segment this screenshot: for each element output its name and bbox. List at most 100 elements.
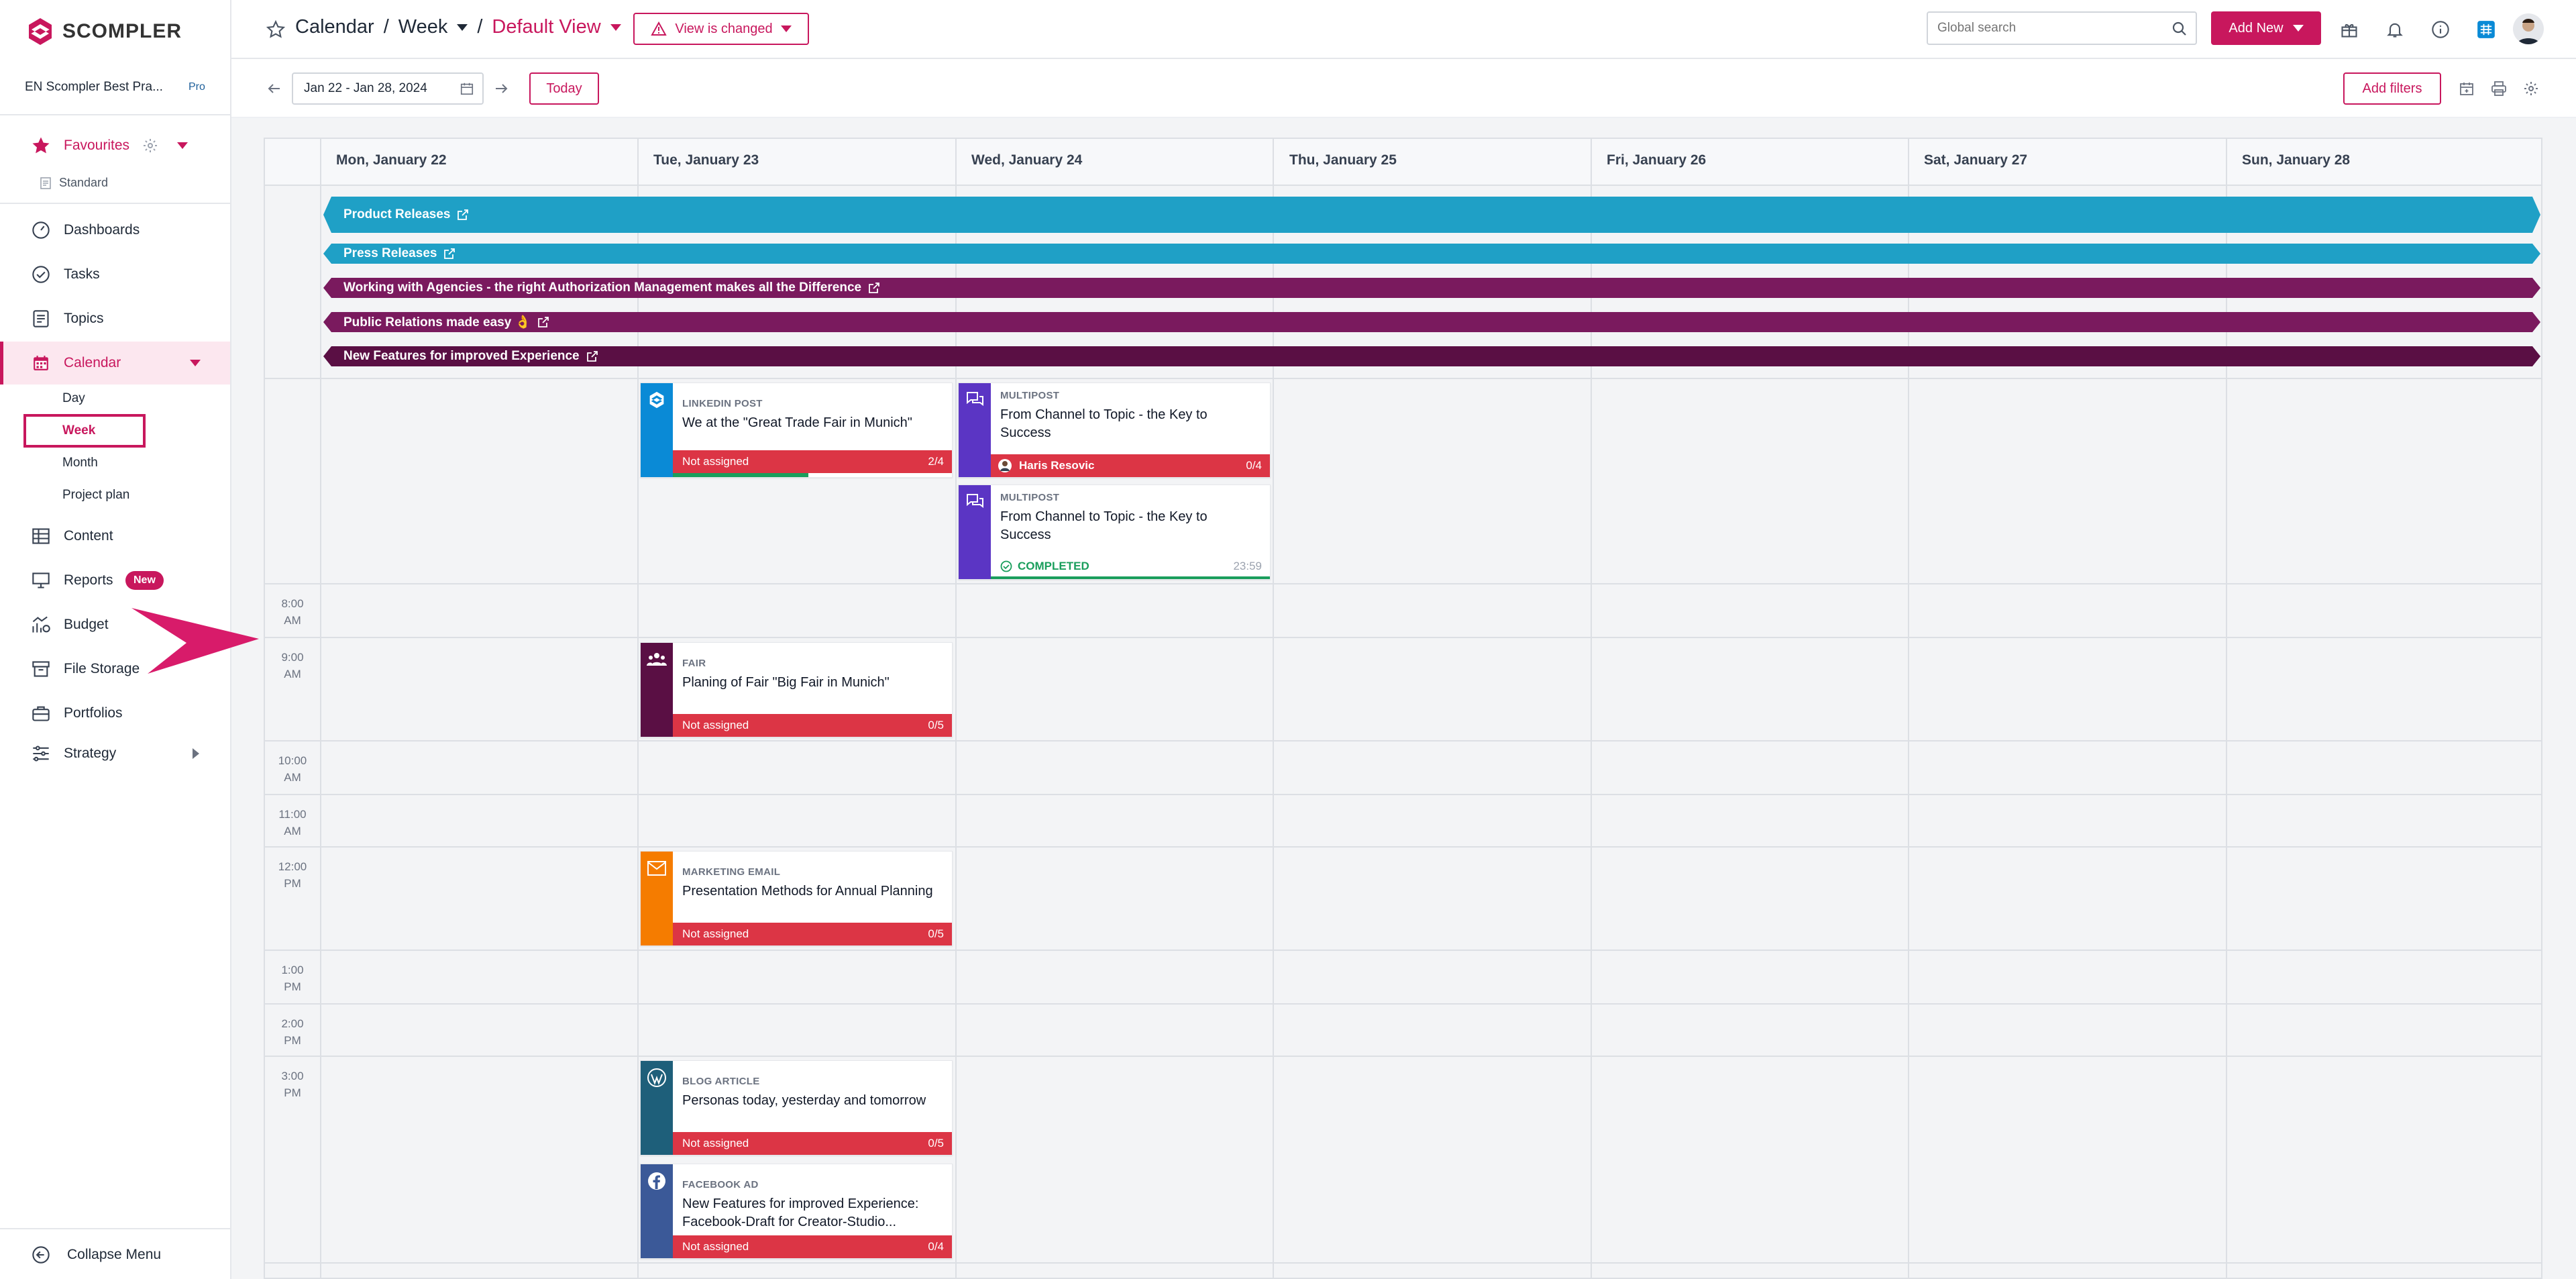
- date-range-picker[interactable]: Jan 22 - Jan 28, 2024: [292, 72, 484, 105]
- caret-down-icon: [2292, 25, 2304, 32]
- search-icon[interactable]: [2171, 21, 2188, 37]
- add-new-button[interactable]: Add New: [2211, 11, 2321, 45]
- sidebar-item-label: Content: [64, 528, 113, 544]
- arrow-right-icon[interactable]: [492, 79, 511, 98]
- divider: [0, 114, 230, 115]
- sidebar-item-dashboards[interactable]: Dashboards: [0, 209, 230, 252]
- day-header-tue[interactable]: Tue, January 23: [653, 152, 759, 168]
- event-card-marketing-email[interactable]: MARKETING EMAIL Presentation Methods for…: [640, 851, 953, 946]
- info-icon[interactable]: [2429, 18, 2452, 41]
- sidebar-item-standard[interactable]: Standard: [40, 176, 108, 190]
- event-title: New Features for improved Experience: Fa…: [682, 1196, 919, 1229]
- day-header-sun[interactable]: Sun, January 28: [2242, 152, 2351, 168]
- event-title: From Channel to Topic - the Key to Succe…: [1000, 509, 1208, 542]
- sidebar-item-strategy[interactable]: Strategy: [0, 732, 230, 775]
- sidebar-subitem-month[interactable]: Month: [62, 456, 98, 470]
- gear-icon[interactable]: [142, 137, 159, 154]
- divider: [0, 1228, 230, 1229]
- star-outline-icon[interactable]: [266, 19, 286, 40]
- gear-icon[interactable]: [2522, 79, 2540, 98]
- wordpress-icon: [647, 1068, 667, 1088]
- gift-icon[interactable]: [2338, 18, 2361, 41]
- event-title: From Channel to Topic - the Key to Succe…: [1000, 407, 1208, 440]
- day-header-sat[interactable]: Sat, January 27: [1924, 152, 2028, 168]
- today-button[interactable]: Today: [529, 72, 599, 105]
- event-card-multipost[interactable]: MULTIPOST From Channel to Topic - the Ke…: [958, 382, 1271, 478]
- sidebar-item-file-storage[interactable]: File Storage: [0, 648, 230, 690]
- event-card-blog-article[interactable]: BLOG ARTICLE Personas today, yesterday a…: [640, 1060, 953, 1156]
- user-avatar-icon: [2517, 19, 2540, 44]
- event-card-fair[interactable]: FAIR Planing of Fair "Big Fair in Munich…: [640, 642, 953, 737]
- hour-label: 1:00 PM: [281, 964, 304, 993]
- avatar[interactable]: [2513, 13, 2544, 44]
- hour-row: 12:00 PM: [265, 848, 2541, 951]
- sidebar-subitem-project-plan[interactable]: Project plan: [62, 488, 130, 502]
- workspace-name[interactable]: EN Scompler Best Pra...: [25, 80, 163, 94]
- external-link-icon: [537, 316, 549, 328]
- sidebar-item-content[interactable]: Content: [0, 515, 230, 558]
- breadcrumb-calendar[interactable]: Calendar: [295, 16, 374, 38]
- sidebar-item-label: Budget: [64, 617, 109, 632]
- annotation-arrow-icon: [131, 608, 259, 674]
- day-header-mon[interactable]: Mon, January 22: [336, 152, 447, 168]
- topic-banner-working-with-agencies[interactable]: Working with Agencies - the right Author…: [323, 278, 2540, 298]
- day-header-thu[interactable]: Thu, January 25: [1289, 152, 1397, 168]
- arrow-left-icon[interactable]: [265, 79, 284, 98]
- topic-banner-product-releases[interactable]: Product Releases: [323, 197, 2540, 233]
- sidebar-subitem-week[interactable]: Week: [62, 423, 96, 438]
- view-changed-button[interactable]: View is changed: [633, 13, 809, 45]
- breadcrumb-week[interactable]: Week: [398, 16, 448, 38]
- logo[interactable]: SCOMPLER: [25, 16, 182, 47]
- topic-banner-public-relations[interactable]: Public Relations made easy 👌: [323, 312, 2540, 332]
- global-search-input[interactable]: [1928, 13, 2163, 44]
- topic-banner-press-releases[interactable]: Press Releases: [323, 244, 2540, 264]
- sidebar-item-label: Tasks: [64, 266, 100, 282]
- event-status-bar: Not assigned 0/5: [673, 1132, 952, 1155]
- event-status: Not assigned: [682, 719, 749, 731]
- gauge-icon: [31, 220, 51, 240]
- breadcrumb-view[interactable]: Default View: [492, 16, 601, 38]
- hour-row: 11:00 AM: [265, 795, 2541, 848]
- day-header-fri[interactable]: Fri, January 26: [1607, 152, 1707, 168]
- event-card-multipost[interactable]: MULTIPOST From Channel to Topic - the Ke…: [958, 484, 1271, 580]
- event-card-linkedin-post[interactable]: LINKEDIN POST We at the "Great Trade Fai…: [640, 382, 953, 478]
- sidebar-item-budget[interactable]: Budget: [0, 603, 230, 646]
- sidebar-item-reports[interactable]: Reports New: [0, 559, 230, 602]
- event-card-facebook-ad[interactable]: FACEBOOK AD New Features for improved Ex…: [640, 1164, 953, 1259]
- print-icon[interactable]: [2489, 79, 2508, 98]
- banner-label: New Features for improved Experience: [343, 349, 580, 363]
- caret-down-icon[interactable]: [610, 23, 621, 31]
- sidebar-item-tasks[interactable]: Tasks: [0, 253, 230, 296]
- calendar-add-icon[interactable]: [2457, 79, 2476, 98]
- add-filters-button[interactable]: Add filters: [2343, 72, 2441, 105]
- day-header-wed[interactable]: Wed, January 24: [971, 152, 1083, 168]
- event-task-count: 2/4: [928, 455, 944, 468]
- event-task-count: 0/4: [928, 1240, 944, 1253]
- sidebar-item-label: Strategy: [64, 746, 117, 761]
- caret-down-icon[interactable]: [176, 139, 189, 152]
- grid-line: [320, 139, 321, 1278]
- sidebar-item-topics[interactable]: Topics: [0, 297, 230, 340]
- bell-icon[interactable]: [2383, 18, 2406, 41]
- breadcrumb-separator: /: [383, 16, 389, 38]
- sidebar-item-portfolios[interactable]: Portfolios: [0, 692, 230, 735]
- global-search-box[interactable]: [1927, 11, 2197, 45]
- caret-down-icon: [780, 25, 792, 32]
- sidebar-item-favourites[interactable]: Favourites: [0, 124, 230, 167]
- banner-label: Public Relations made easy 👌: [343, 315, 531, 329]
- topic-banner-new-features[interactable]: New Features for improved Experience: [323, 346, 2540, 366]
- caret-down-icon[interactable]: [457, 23, 468, 31]
- hour-label: 9:00 AM: [281, 651, 304, 680]
- external-link-icon: [457, 209, 469, 221]
- event-task-count: 0/5: [928, 1137, 944, 1149]
- divider: [0, 203, 230, 204]
- event-type-stripe: [959, 383, 991, 477]
- sidebar-item-label: File Storage: [64, 661, 140, 676]
- banner-label: Product Releases: [343, 207, 451, 221]
- sidebar-subitem-day[interactable]: Day: [62, 391, 85, 405]
- sidebar-item-calendar[interactable]: Calendar: [0, 342, 230, 385]
- caret-right-icon[interactable]: [191, 747, 201, 760]
- collapse-menu-button[interactable]: Collapse Menu: [0, 1235, 230, 1275]
- app-switcher-icon[interactable]: [2475, 18, 2498, 41]
- caret-down-icon[interactable]: [189, 356, 202, 370]
